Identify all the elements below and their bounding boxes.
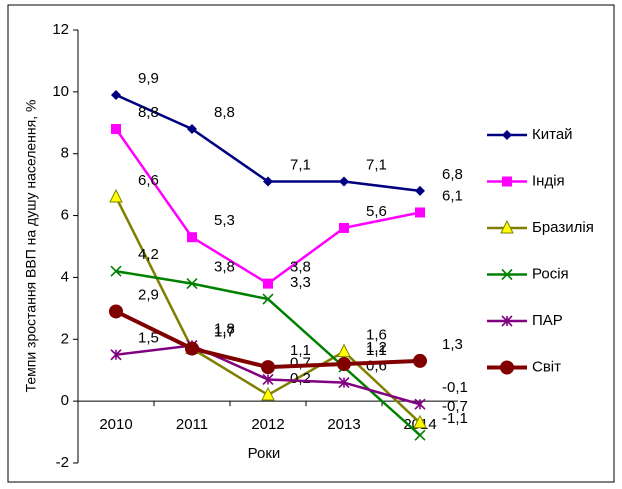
data-point: [110, 265, 122, 277]
data-point: [413, 414, 427, 429]
data-point: [261, 386, 275, 401]
data-point: [337, 343, 351, 358]
data-point: [415, 185, 425, 196]
data-point: [262, 373, 274, 386]
legend-marker: [501, 315, 513, 327]
y-tick-label: 2: [61, 330, 69, 347]
data-point: [111, 89, 121, 100]
data-label: 3,3: [290, 274, 311, 291]
legend-marker: [501, 268, 513, 281]
legend-label: Індія: [532, 172, 565, 189]
legend-marker: [500, 219, 514, 234]
data-label: 0,2: [290, 370, 311, 387]
data-point: [263, 176, 273, 187]
data-point: [262, 293, 274, 305]
x-tick-label: 2010: [99, 416, 132, 433]
data-label: 7,1: [366, 157, 387, 174]
y-tick-label: 8: [61, 145, 69, 162]
data-label: 5,3: [214, 212, 235, 229]
y-axis-title: Темпи зростання ВВП на душу населення, %: [23, 100, 39, 393]
data-label: 7,1: [290, 157, 311, 174]
x-tick-label: 2011: [176, 416, 208, 433]
data-label: 1,2: [366, 339, 387, 356]
chart-border: [7, 4, 615, 483]
legend-label: Росія: [532, 265, 569, 282]
data-label: 3,8: [214, 259, 235, 276]
data-label: 5,6: [366, 203, 387, 220]
data-point: [414, 429, 426, 441]
data-label: 6,1: [442, 187, 463, 204]
data-point: [339, 176, 349, 187]
data-label: 2,9: [138, 286, 159, 303]
legend-marker: [502, 130, 512, 140]
data-label: 9,9: [138, 70, 159, 87]
y-tick-label: 0: [61, 392, 69, 409]
data-label: -0,7: [442, 398, 468, 415]
data-point: [413, 353, 427, 368]
y-tick-label: 12: [52, 21, 69, 38]
data-point: [339, 222, 349, 233]
x-tick-label: 2012: [251, 416, 284, 433]
legend-label: Бразилія: [532, 219, 594, 236]
data-label: -0,1: [442, 379, 468, 396]
data-label: 1,7: [214, 324, 235, 341]
data-point: [109, 188, 123, 203]
data-point: [186, 278, 198, 290]
data-label: 1,6: [366, 327, 387, 344]
y-tick-label: 4: [61, 268, 69, 285]
data-label: 1,1: [290, 342, 311, 359]
data-label: 4,2: [138, 246, 159, 263]
data-point: [185, 341, 199, 356]
legend-marker: [500, 360, 514, 375]
data-point: [415, 207, 425, 218]
data-label: 0,6: [366, 358, 387, 375]
data-point: [187, 232, 197, 243]
data-point: [263, 278, 273, 289]
data-label: -1,1: [442, 410, 468, 427]
y-tick-label: 10: [52, 83, 69, 100]
data-label: 8,8: [214, 104, 235, 121]
legend-label: ПАР: [532, 312, 563, 329]
data-point: [261, 360, 275, 375]
y-tick-label: -2: [56, 454, 69, 471]
data-point: [187, 123, 197, 134]
data-label: 6,6: [138, 172, 159, 189]
data-label: 1,8: [214, 320, 235, 337]
legend-label: Світ: [532, 358, 561, 375]
data-label: 1,3: [442, 336, 463, 353]
x-axis-title: Роки: [248, 445, 281, 462]
y-tick-label: 6: [61, 207, 69, 224]
data-point: [414, 398, 426, 410]
data-point: [338, 377, 350, 389]
x-tick-label: 2013: [327, 416, 360, 433]
legend-marker: [502, 176, 512, 187]
data-point: [109, 304, 123, 319]
data-label: 1,7: [214, 324, 235, 341]
legend-label: Китай: [532, 126, 573, 143]
data-label: 6,8: [442, 166, 463, 183]
data-label: 1,5: [138, 330, 159, 347]
data-label: 3,8: [290, 259, 311, 276]
data-point: [111, 123, 121, 134]
data-point: [337, 357, 351, 372]
data-label: 8,8: [138, 104, 159, 121]
data-label: 1,1: [366, 342, 387, 359]
data-point: [110, 349, 122, 361]
